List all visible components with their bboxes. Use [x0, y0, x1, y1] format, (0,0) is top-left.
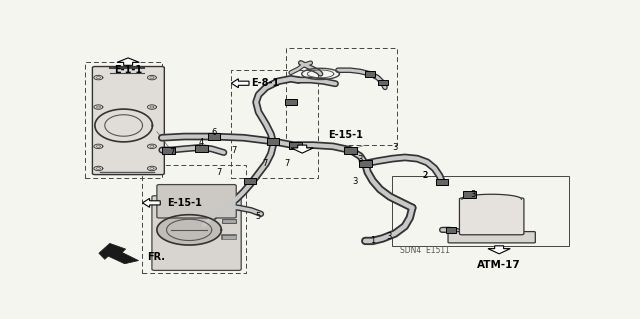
Text: 2: 2	[422, 171, 428, 180]
Text: 2: 2	[422, 171, 428, 180]
Bar	[365, 71, 375, 77]
Bar	[289, 142, 302, 149]
FancyBboxPatch shape	[152, 196, 241, 271]
Polygon shape	[99, 243, 138, 264]
Text: E-15-1: E-15-1	[167, 198, 202, 208]
Bar	[436, 179, 448, 185]
Polygon shape	[143, 198, 160, 207]
Text: 6: 6	[212, 128, 217, 137]
Text: 7: 7	[217, 168, 222, 177]
Polygon shape	[291, 145, 314, 153]
Text: E-1-1: E-1-1	[114, 65, 142, 75]
Text: 7: 7	[285, 159, 290, 168]
FancyBboxPatch shape	[157, 185, 236, 218]
Text: 1: 1	[370, 236, 375, 245]
Bar	[208, 133, 220, 140]
Text: 7: 7	[231, 145, 236, 154]
FancyBboxPatch shape	[448, 232, 535, 243]
Text: 7: 7	[169, 148, 175, 157]
Polygon shape	[488, 246, 510, 254]
Text: 4: 4	[199, 138, 204, 147]
Text: SDN4  E1511: SDN4 E1511	[400, 246, 450, 255]
Bar	[286, 48, 397, 145]
FancyBboxPatch shape	[92, 67, 164, 174]
Text: 3: 3	[470, 190, 476, 199]
Text: 7: 7	[262, 159, 268, 168]
Bar	[445, 227, 456, 233]
Text: 3: 3	[392, 143, 397, 152]
Bar	[285, 99, 297, 105]
Bar	[195, 145, 208, 152]
Bar	[359, 160, 372, 167]
Bar	[231, 70, 318, 178]
Polygon shape	[231, 79, 249, 88]
Bar	[162, 146, 175, 153]
Polygon shape	[157, 215, 221, 245]
Text: 3: 3	[358, 155, 363, 164]
Text: FR.: FR.	[147, 252, 165, 262]
Polygon shape	[117, 58, 140, 65]
Bar	[268, 138, 280, 145]
Text: ATM-17: ATM-17	[477, 261, 521, 271]
Text: E-15-1: E-15-1	[328, 130, 363, 140]
Bar	[244, 177, 255, 184]
Bar	[463, 191, 476, 198]
Text: 3: 3	[387, 232, 392, 241]
Text: 3: 3	[353, 177, 358, 187]
Bar	[378, 80, 388, 85]
Bar	[142, 165, 246, 273]
Text: E-8-1: E-8-1	[251, 78, 280, 88]
Bar	[344, 146, 356, 153]
FancyBboxPatch shape	[460, 198, 524, 235]
Text: 5: 5	[255, 212, 260, 221]
Bar	[392, 176, 568, 246]
Bar	[85, 62, 162, 178]
